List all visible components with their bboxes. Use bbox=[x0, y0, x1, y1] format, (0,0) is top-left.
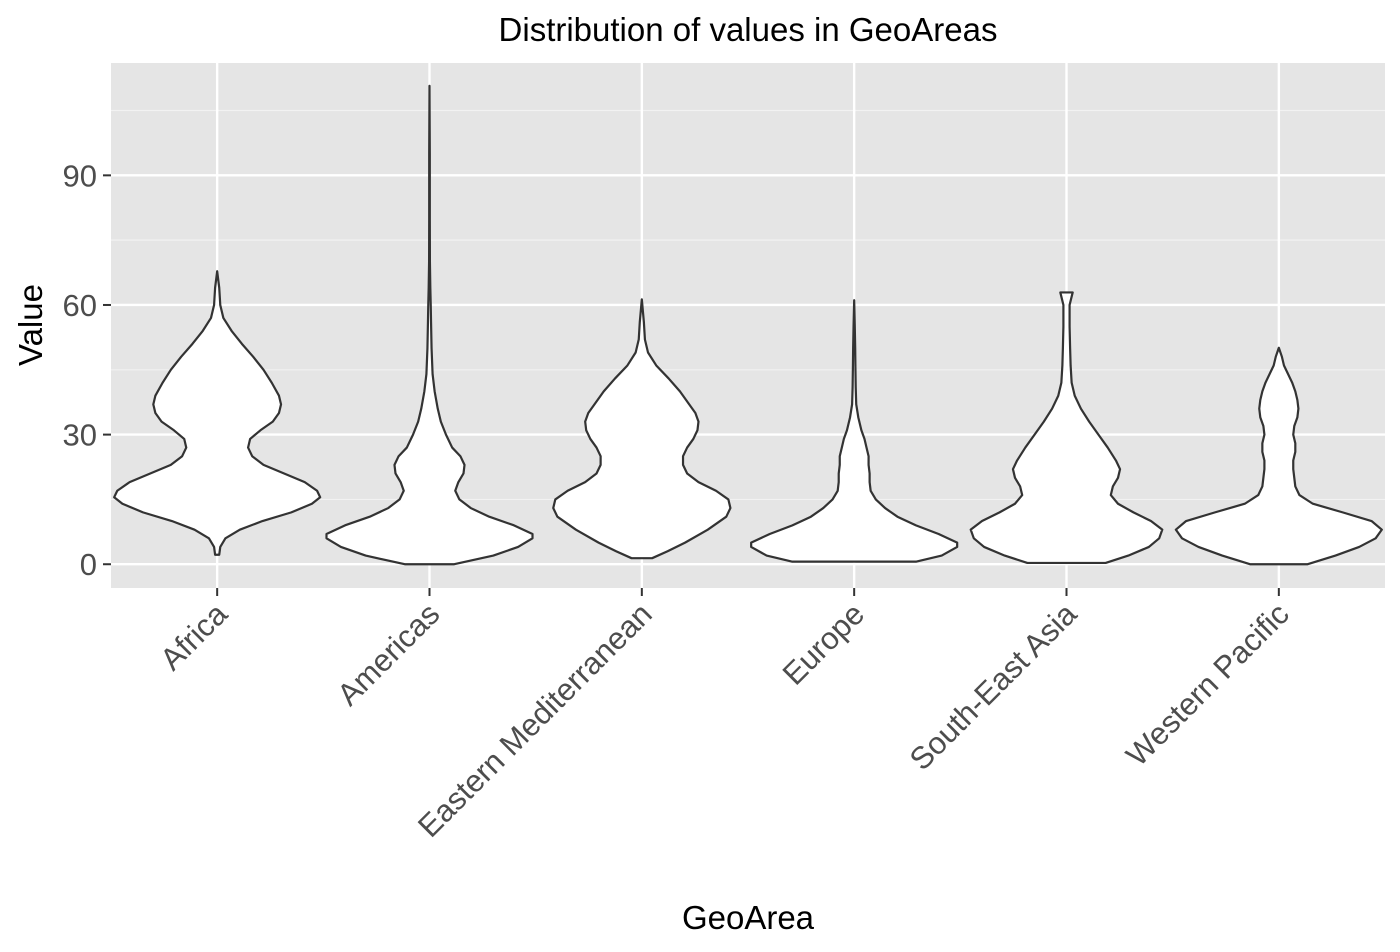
x-tick-label: South-East Asia bbox=[903, 596, 1084, 777]
y-tick-label: 30 bbox=[63, 418, 97, 453]
violin-africa bbox=[113, 270, 322, 556]
x-tick-label: Africa bbox=[153, 596, 234, 677]
violin-europe bbox=[750, 299, 959, 563]
y-tick-label: 90 bbox=[63, 158, 97, 193]
x-tick-label: Europe bbox=[776, 596, 871, 691]
violin-group bbox=[113, 84, 1383, 566]
violin-south-east-asia bbox=[969, 291, 1164, 565]
violin-western-pacific bbox=[1174, 346, 1383, 566]
minor-gridlines bbox=[111, 109, 1385, 501]
violin-americas bbox=[325, 84, 534, 566]
y-tick-label: 60 bbox=[63, 288, 97, 323]
x-tick-label: Americas bbox=[330, 596, 446, 712]
y-axis-ticks: 0 30 60 90 bbox=[63, 158, 111, 582]
x-axis-title: GeoArea bbox=[682, 899, 815, 936]
plot-panel bbox=[111, 63, 1385, 588]
x-tick-label: Western Pacific bbox=[1119, 596, 1296, 773]
y-tick-label: 0 bbox=[80, 547, 97, 582]
x-tick-label: Eastern Mediterranean bbox=[411, 596, 659, 844]
violin-eastern-mediterranean bbox=[552, 298, 732, 560]
chart-title: Distribution of values in GeoAreas bbox=[499, 11, 998, 48]
y-axis-title: Value bbox=[12, 284, 49, 366]
